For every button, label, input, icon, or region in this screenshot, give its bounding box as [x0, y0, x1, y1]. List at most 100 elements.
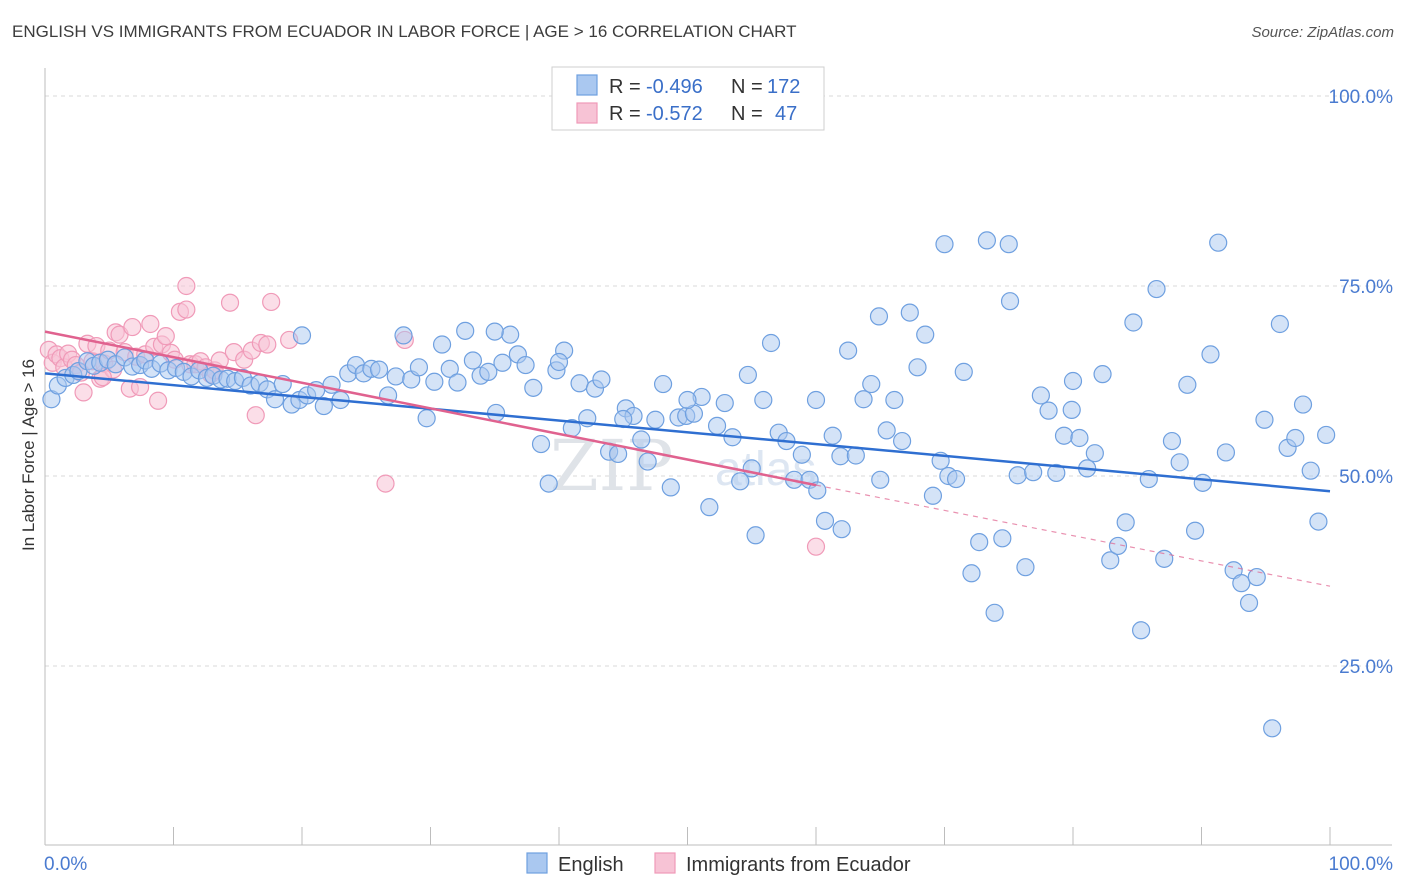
english-point	[549, 352, 569, 372]
english-point	[1132, 621, 1151, 640]
english-point	[463, 351, 483, 370]
ecuador-trend-line	[44, 330, 817, 487]
chart-title: ENGLISH VS IMMIGRANTS FROM ECUADOR IN LA…	[12, 22, 797, 41]
english-point	[1008, 466, 1027, 485]
english-series-swatch	[526, 852, 548, 874]
ecuador-series-label: Immigrants from Ecuador	[686, 854, 911, 876]
english-point	[885, 390, 904, 410]
y-tick-label: 50.0%	[1339, 467, 1393, 488]
english-point	[314, 396, 333, 416]
english-point	[1301, 461, 1320, 480]
english-point	[486, 403, 506, 423]
english-point	[900, 303, 919, 322]
english-point	[292, 326, 312, 345]
english-point	[493, 353, 512, 372]
english-point	[386, 367, 405, 386]
english-point	[792, 445, 811, 464]
english-n-value: 172	[767, 76, 800, 98]
ecuador-point	[220, 293, 240, 312]
english-point	[935, 235, 954, 254]
english-point	[1101, 551, 1120, 570]
trend-lines	[44, 330, 1331, 587]
english-point	[1031, 386, 1050, 405]
ecuador-point	[156, 327, 175, 346]
ecuador-series-swatch	[654, 852, 676, 874]
y-tick-label: 75.0%	[1339, 277, 1393, 298]
ecuador-point	[148, 391, 168, 410]
english-point	[501, 325, 520, 344]
axes	[44, 68, 1392, 846]
ecuador-r-value: -0.572	[646, 103, 703, 125]
ecuador-trend-extension	[815, 484, 1331, 587]
english-trend-line	[44, 372, 1331, 493]
english-point	[946, 469, 966, 489]
english-point	[409, 358, 429, 377]
english-point	[479, 362, 498, 381]
english-point	[646, 410, 665, 429]
ecuador-point	[177, 300, 196, 319]
ecuador-n-value: 47	[775, 103, 797, 125]
english-point	[661, 478, 680, 497]
ecuador-r-label: R =	[609, 103, 641, 125]
english-point	[531, 434, 551, 454]
english-point	[1317, 425, 1336, 445]
english-point	[746, 526, 765, 545]
y-axis-title: In Labor Force | Age > 16	[19, 359, 38, 551]
english-point	[1116, 513, 1135, 532]
english-point	[892, 431, 912, 451]
english-point	[1185, 521, 1205, 540]
stats-legend: R = -0.496 N = 172 R = -0.572 N = 47	[551, 66, 825, 131]
english-point	[962, 564, 981, 583]
english-point	[1239, 593, 1259, 613]
english-legend-swatch	[576, 74, 598, 96]
ecuador-point	[258, 335, 277, 354]
english-point	[1309, 512, 1328, 531]
english-point	[993, 529, 1012, 548]
english-point	[761, 333, 781, 353]
english-point	[425, 372, 444, 391]
english-point	[871, 470, 890, 489]
english-point	[1016, 558, 1035, 577]
english-point	[1024, 463, 1043, 482]
english-point	[862, 374, 881, 394]
english-point	[877, 421, 896, 440]
english-point	[1209, 233, 1228, 252]
english-point	[1232, 574, 1251, 593]
english-point	[1263, 719, 1282, 738]
english-point	[715, 393, 734, 413]
english-point	[1093, 365, 1112, 384]
y-tick-label: 25.0%	[1339, 657, 1393, 678]
english-point	[977, 231, 997, 250]
english-point	[1216, 443, 1236, 462]
english-point	[854, 390, 873, 409]
english-point	[839, 341, 858, 360]
ecuador-point	[74, 383, 93, 402]
english-point	[916, 325, 935, 344]
y-tick-labels: 25.0% 50.0% 75.0% 100.0%	[1329, 87, 1394, 678]
english-point	[1162, 431, 1182, 451]
english-point	[632, 430, 651, 449]
english-point	[1170, 453, 1189, 472]
english-point	[417, 409, 436, 428]
english-point	[638, 452, 657, 471]
english-point	[954, 362, 973, 381]
ecuador-point	[123, 317, 142, 337]
english-point	[731, 472, 750, 491]
english-point	[448, 373, 467, 392]
ecuador-point	[806, 537, 826, 556]
series-legend: English Immigrants from Ecuador	[526, 852, 911, 876]
x-tick-label-max: 100.0%	[1329, 854, 1394, 875]
english-point	[1039, 401, 1058, 420]
english-point	[832, 520, 851, 539]
x-tick-labels: 0.0% 100.0%	[44, 854, 1393, 875]
english-point	[700, 498, 719, 517]
ecuador-legend-swatch	[576, 102, 598, 124]
english-r-value: -0.496	[646, 76, 703, 98]
english-point	[1201, 345, 1220, 364]
english-point	[1286, 428, 1305, 448]
english-point	[570, 374, 589, 393]
english-point	[1047, 463, 1066, 483]
ecuador-point	[177, 276, 196, 296]
english-point	[456, 321, 475, 340]
english-point	[539, 474, 558, 493]
